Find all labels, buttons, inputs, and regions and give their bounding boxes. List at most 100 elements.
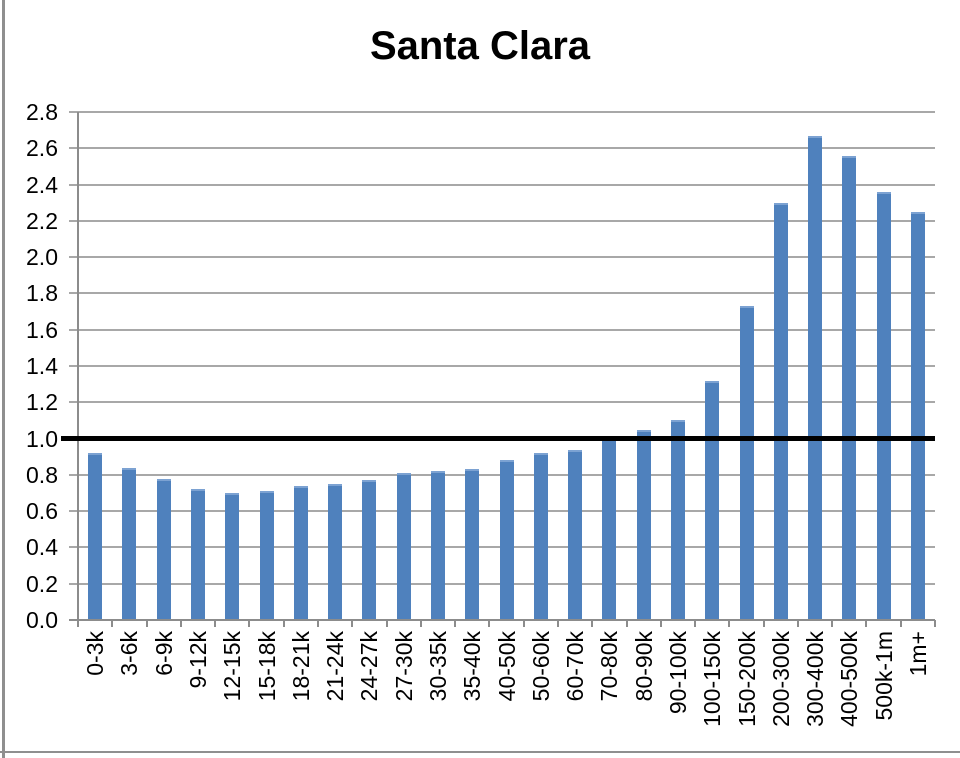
- x-axis-tick: [248, 620, 251, 627]
- bar: [259, 491, 274, 620]
- x-axis-tick: [111, 620, 114, 627]
- x-axis-tick: [728, 620, 731, 627]
- x-axis-tick: [899, 620, 902, 627]
- bar: [876, 191, 891, 620]
- x-tick-label: 90-100k: [664, 631, 691, 715]
- x-axis-tick: [556, 620, 559, 627]
- plot-area: [61, 111, 936, 627]
- x-axis-tick: [385, 620, 388, 627]
- x-axis-tick: [762, 620, 765, 627]
- gridline: [69, 401, 935, 404]
- x-axis-tick: [351, 620, 354, 627]
- x-axis-tick: [522, 620, 525, 627]
- x-axis-tick: [282, 620, 285, 627]
- chart-title: Santa Clara: [369, 24, 591, 68]
- bar: [533, 453, 548, 620]
- gridline: [69, 219, 935, 222]
- x-tick-label: 500k-1m: [870, 631, 897, 721]
- x-axis-tick: [214, 620, 217, 627]
- x-tick-label: 12-15k: [219, 631, 246, 702]
- y-tick-label: 2.0: [26, 244, 58, 271]
- x-tick-label: 60-70k: [562, 631, 589, 702]
- x-tick-label: 50-60k: [527, 631, 554, 702]
- bar: [362, 480, 377, 620]
- x-axis-tick: [488, 620, 491, 627]
- x-tick-label: 35-40k: [459, 631, 486, 702]
- x-axis-tick: [317, 620, 319, 627]
- y-tick-label: 1.4: [26, 353, 58, 379]
- gridline: [69, 147, 935, 150]
- bar: [465, 469, 480, 620]
- x-tick-label: 27-30k: [390, 631, 417, 702]
- gridline: [69, 111, 935, 113]
- bar: [191, 489, 205, 620]
- bar: [773, 202, 788, 620]
- x-tick-label: 70-80k: [596, 631, 623, 702]
- y-tick-label: 0.8: [26, 461, 58, 488]
- bar: [499, 460, 514, 620]
- x-tick-label: 100-150k: [699, 631, 726, 727]
- y-tick-label: 1.6: [26, 316, 58, 343]
- bar: [328, 483, 343, 620]
- y-tick-label: 0.2: [26, 570, 58, 597]
- gridline: [69, 183, 935, 186]
- bar: [88, 453, 103, 620]
- x-axis-tick: [179, 620, 182, 627]
- gridline: [69, 256, 935, 259]
- x-tick-label: 300-400k: [802, 631, 828, 727]
- x-axis-tick: [694, 620, 696, 627]
- bar: [670, 420, 685, 620]
- x-axis-tick: [419, 620, 422, 627]
- x-axis-tick: [591, 620, 594, 627]
- bar: [739, 306, 754, 620]
- y-tick-label: 2.2: [26, 207, 58, 234]
- y-tick-label: 2.4: [26, 171, 58, 198]
- bar: [910, 211, 925, 620]
- x-axis-tick: [659, 620, 662, 627]
- y-tick-label: 1.0: [26, 425, 58, 452]
- x-tick-label: 400-500k: [836, 631, 863, 727]
- gridline: [69, 365, 935, 367]
- frame-border-bottom: [0, 751, 960, 753]
- bar: [602, 438, 617, 620]
- bar: [808, 135, 822, 620]
- bar: [293, 485, 308, 620]
- y-tick-label: 1.2: [26, 389, 58, 416]
- reference-line: [61, 436, 935, 442]
- x-tick-label: 150-200k: [733, 631, 760, 727]
- x-tick-label: 21-24k: [322, 631, 349, 702]
- bar: [156, 478, 171, 620]
- x-tick-label: 24-27k: [356, 631, 383, 702]
- x-tick-label: 18-21k: [287, 631, 314, 702]
- x-axis-tick: [934, 620, 936, 627]
- bar: [636, 429, 651, 620]
- x-tick-label: 0-3k: [82, 631, 109, 676]
- bar: [225, 493, 240, 620]
- x-axis-tick: [865, 620, 868, 627]
- gridline: [69, 328, 935, 331]
- y-tick-label: 2.8: [26, 99, 58, 125]
- bar: [430, 471, 445, 620]
- frame-border-left: [2, 0, 5, 758]
- x-tick-label: 1m+: [904, 631, 931, 677]
- y-tick-label: 2.6: [26, 135, 58, 162]
- y-tick-label: 0.6: [26, 498, 58, 525]
- x-axis-tick: [831, 620, 834, 627]
- x-axis: [69, 619, 935, 621]
- x-axis-tick: [625, 620, 628, 627]
- gridline: [69, 292, 935, 295]
- y-tick-label: 0.0: [26, 607, 58, 633]
- bar: [568, 449, 583, 620]
- x-axis-tick: [145, 620, 148, 627]
- x-tick-label: 40-50k: [493, 631, 520, 702]
- x-tick-label: 30-35k: [424, 631, 451, 702]
- x-tick-label: 6-9k: [150, 631, 177, 676]
- bar: [842, 155, 857, 620]
- x-axis-tick: [454, 620, 457, 627]
- bar: [705, 380, 720, 620]
- bar: [122, 467, 137, 620]
- y-tick-label: 1.8: [26, 280, 58, 307]
- bar: [396, 473, 411, 620]
- x-tick-label: 80-90k: [630, 631, 657, 702]
